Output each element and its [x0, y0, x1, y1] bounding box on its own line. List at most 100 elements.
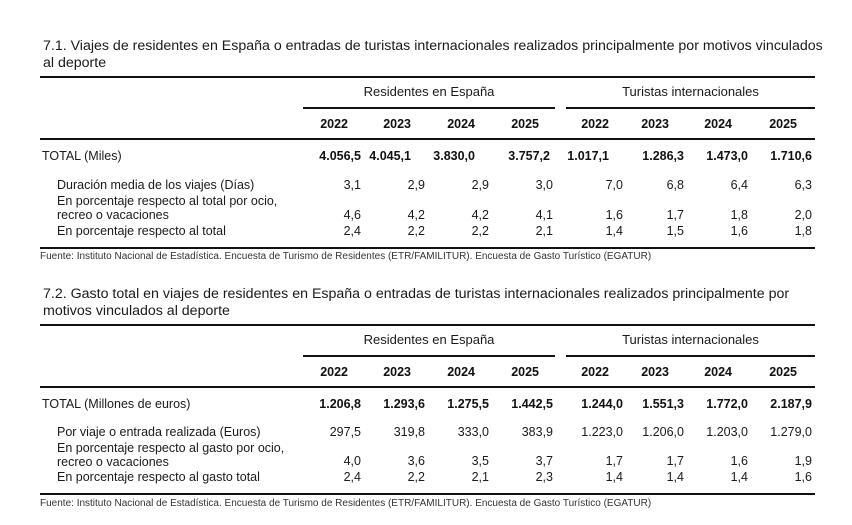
data-cell: 333,0 — [457, 425, 489, 439]
year-header: 2024 — [447, 365, 475, 379]
data-cell: 3,7 — [535, 454, 553, 468]
data-cell: 1,5 — [666, 224, 684, 238]
data-cell: 4,0 — [343, 454, 361, 468]
data-cell: 1,6 — [730, 454, 748, 468]
year-header: 2024 — [704, 365, 732, 379]
group-rule-residentes — [303, 107, 555, 109]
data-cell: 1,7 — [666, 454, 684, 468]
total-cell: 1.286,3 — [642, 149, 684, 163]
data-cell: 1.203,0 — [706, 425, 748, 439]
year-header: 2022 — [320, 365, 348, 379]
data-cell: 1,4 — [666, 470, 684, 484]
data-cell: 6,8 — [666, 178, 684, 192]
data-cell: 1,7 — [666, 208, 684, 222]
total-cell: 1.473,0 — [706, 149, 748, 163]
total-cell: 4.045,1 — [369, 149, 411, 163]
year-header: 2023 — [383, 365, 411, 379]
data-cell: 1,7 — [605, 454, 623, 468]
data-cell: 2,0 — [794, 208, 812, 222]
table-bottom-rule — [40, 493, 815, 495]
year-header: 2025 — [769, 365, 797, 379]
data-row-label: En porcentaje respecto al gasto total — [57, 470, 260, 484]
data-cell: 2,4 — [343, 224, 361, 238]
data-cell: 2,1 — [535, 224, 553, 238]
data-cell: 1,4 — [730, 470, 748, 484]
data-row-label: Por viaje o entrada realizada (Euros) — [57, 425, 261, 439]
total-cell: 1.244,0 — [581, 397, 623, 411]
data-cell: 7,0 — [605, 178, 623, 192]
group-header-turistas: Turistas internacionales — [622, 84, 759, 99]
data-cell: 2,9 — [407, 178, 425, 192]
data-cell: 4,6 — [343, 208, 361, 222]
table-bottom-rule — [40, 247, 815, 249]
data-cell: 4,2 — [407, 208, 425, 222]
year-header: 2022 — [320, 117, 348, 131]
year-header: 2022 — [581, 117, 609, 131]
total-cell: 1.442,5 — [511, 397, 553, 411]
data-cell: 1,8 — [730, 208, 748, 222]
data-cell: 1.206,0 — [642, 425, 684, 439]
data-cell: 2,4 — [343, 470, 361, 484]
year-header: 2024 — [704, 117, 732, 131]
data-cell: 2,1 — [471, 470, 489, 484]
total-cell: 1.772,0 — [706, 397, 748, 411]
total-cell: 1.710,6 — [770, 149, 812, 163]
data-cell: 3,6 — [407, 454, 425, 468]
total-cell: 2.187,9 — [770, 397, 812, 411]
year-header: 2022 — [581, 365, 609, 379]
data-cell: 3,5 — [471, 454, 489, 468]
year-header: 2023 — [641, 365, 669, 379]
data-cell: 383,9 — [521, 425, 553, 439]
data-cell: 6,3 — [794, 178, 812, 192]
year-header: 2024 — [447, 117, 475, 131]
header-bottom-rule — [40, 386, 815, 388]
source-note: Fuente: Instituto Nacional de Estadístic… — [40, 498, 652, 509]
total-cell: 1.293,6 — [383, 397, 425, 411]
group-header-residentes: Residentes en España — [363, 84, 495, 99]
year-header: 2025 — [511, 117, 539, 131]
group-header-turistas: Turistas internacionales — [622, 332, 759, 347]
total-cell: 1.551,3 — [642, 397, 684, 411]
data-cell: 4,1 — [535, 208, 553, 222]
group-rule-turistas — [566, 107, 815, 109]
header-bottom-rule — [40, 138, 815, 140]
data-cell: 319,8 — [393, 425, 425, 439]
data-cell: 3,1 — [343, 178, 361, 192]
year-header: 2023 — [383, 117, 411, 131]
group-rule-turistas — [566, 355, 815, 357]
table-title: 7.2. Gasto total en viajes de residentes… — [43, 286, 790, 319]
data-cell: 1.279,0 — [770, 425, 812, 439]
data-cell: 6,4 — [730, 178, 748, 192]
data-cell: 1,4 — [605, 470, 623, 484]
data-cell: 1,6 — [730, 224, 748, 238]
total-row-label: TOTAL (Miles) — [42, 149, 122, 163]
data-cell: 2,2 — [407, 224, 425, 238]
data-row-label: Duración media de los viajes (Días) — [57, 178, 255, 192]
total-cell: 1.206,8 — [319, 397, 361, 411]
data-cell: 3,0 — [535, 178, 553, 192]
total-row-label: TOTAL (Millones de euros) — [42, 397, 191, 411]
data-cell: 1,6 — [794, 470, 812, 484]
group-header-residentes: Residentes en España — [363, 332, 495, 347]
total-cell: 3.757,2 — [508, 149, 550, 163]
total-cell: 1.017,1 — [567, 149, 609, 163]
data-cell: 4,2 — [471, 208, 489, 222]
total-cell: 3.830,0 — [433, 149, 475, 163]
data-cell: 297,5 — [329, 425, 361, 439]
data-cell: 2,9 — [471, 178, 489, 192]
source-note: Fuente: Instituto Nacional de Estadístic… — [40, 251, 652, 262]
table-top-rule — [40, 76, 815, 78]
data-cell: 1,4 — [605, 224, 623, 238]
data-cell: 2,2 — [471, 224, 489, 238]
group-rule-residentes — [303, 355, 555, 357]
data-cell: 2,2 — [407, 470, 425, 484]
data-row-label: En porcentaje respecto al total — [57, 224, 226, 238]
data-cell: 1,9 — [794, 454, 812, 468]
total-cell: 4.056,5 — [319, 149, 361, 163]
data-cell: 1,6 — [605, 208, 623, 222]
data-cell: 1.223,0 — [581, 425, 623, 439]
year-header: 2023 — [641, 117, 669, 131]
table-top-rule — [40, 324, 815, 326]
data-row-label: En porcentaje respecto al gasto por ocio… — [57, 441, 285, 469]
data-cell: 2,3 — [535, 470, 553, 484]
